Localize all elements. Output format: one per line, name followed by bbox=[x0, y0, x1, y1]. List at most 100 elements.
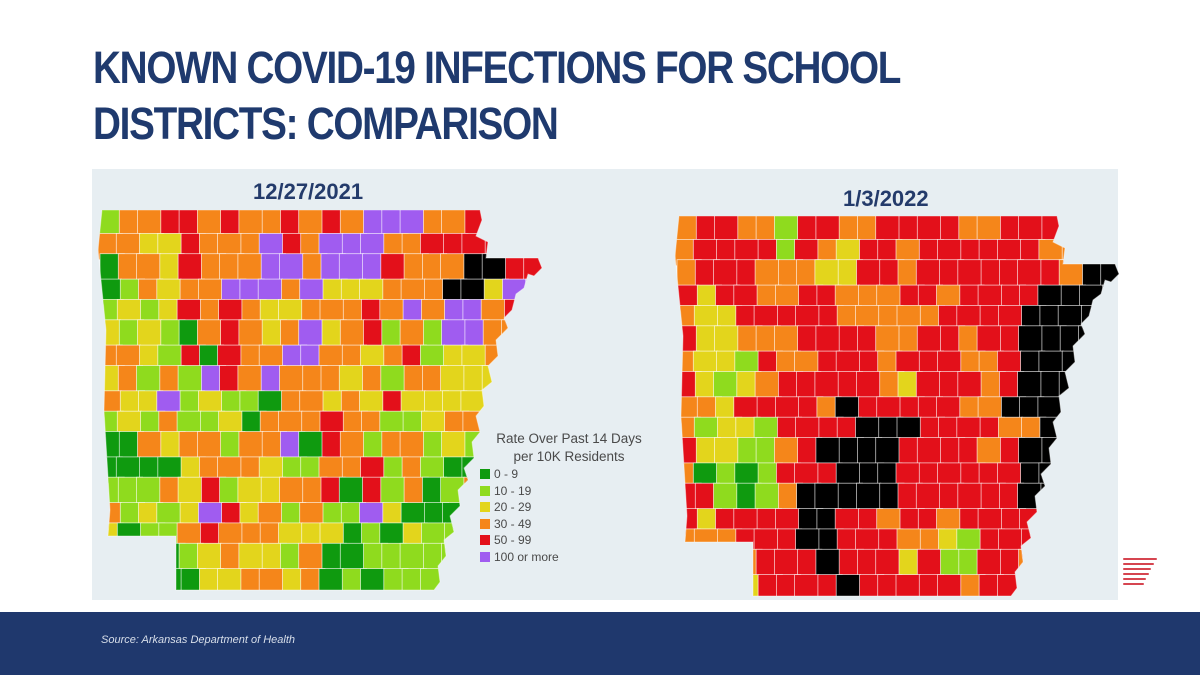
school-district-region bbox=[177, 476, 203, 505]
school-district-region bbox=[875, 325, 901, 353]
school-district-region bbox=[1079, 508, 1105, 536]
school-district-region bbox=[957, 259, 983, 287]
school-district-region bbox=[338, 253, 365, 281]
school-district-region bbox=[1017, 371, 1043, 399]
school-district-region bbox=[856, 371, 882, 399]
school-district-region bbox=[1078, 325, 1104, 353]
school-district-region bbox=[482, 210, 508, 235]
school-district-region bbox=[504, 299, 530, 327]
school-district-region bbox=[279, 253, 305, 281]
legend-label: 30 - 49 bbox=[494, 516, 532, 531]
slide-title-line-1: KNOWN COVID-19 INFECTIONS FOR SCHOOL bbox=[93, 42, 901, 93]
school-district-region bbox=[976, 216, 1002, 241]
school-district-region bbox=[916, 325, 943, 353]
school-district-region bbox=[238, 319, 264, 347]
school-district-region bbox=[713, 482, 739, 511]
school-district-region bbox=[441, 319, 467, 347]
school-district-region bbox=[98, 542, 121, 571]
school-district-region bbox=[380, 253, 406, 281]
school-district-region bbox=[675, 574, 700, 596]
school-district-region bbox=[815, 216, 841, 241]
school-district-region bbox=[915, 371, 942, 399]
school-district-region bbox=[1078, 548, 1104, 577]
school-district-region bbox=[714, 437, 740, 465]
school-district-region bbox=[338, 365, 365, 393]
school-district-region bbox=[915, 482, 942, 511]
school-district-region bbox=[237, 365, 263, 393]
school-district-region bbox=[1017, 482, 1043, 511]
school-district-region bbox=[1059, 216, 1085, 241]
school-district-region bbox=[1101, 548, 1119, 577]
school-district-region bbox=[695, 548, 721, 577]
school-district-region bbox=[714, 325, 740, 353]
school-district-region bbox=[441, 210, 467, 235]
school-district-region bbox=[1099, 305, 1119, 333]
legend-title-line-2: per 10K Residents bbox=[513, 449, 625, 464]
school-district-region bbox=[754, 371, 780, 399]
school-district-region bbox=[957, 482, 983, 511]
school-district-region bbox=[177, 253, 203, 281]
school-district-region bbox=[1041, 548, 1067, 577]
footer-bar: Source: Arkansas Department of Health bbox=[0, 612, 1200, 675]
school-district-region bbox=[1018, 437, 1044, 465]
school-district-region bbox=[1102, 284, 1119, 312]
school-district-region bbox=[1078, 437, 1104, 465]
school-district-region bbox=[115, 568, 141, 590]
school-district-region bbox=[238, 431, 264, 459]
legend-item: 30 - 49 bbox=[480, 516, 668, 533]
school-district-region bbox=[98, 319, 121, 347]
school-district-region bbox=[136, 365, 162, 393]
school-district-region bbox=[1098, 574, 1119, 596]
school-district-region bbox=[136, 253, 162, 281]
school-district-region bbox=[754, 259, 780, 287]
school-district-region bbox=[716, 574, 742, 596]
school-district-region bbox=[754, 482, 780, 511]
school-district-region bbox=[399, 210, 425, 235]
school-district-region bbox=[815, 325, 841, 353]
school-district-region bbox=[1102, 508, 1119, 536]
school-district-region bbox=[1099, 416, 1119, 444]
school-district-region bbox=[137, 319, 163, 347]
school-district-region bbox=[1078, 216, 1104, 241]
school-district-region bbox=[298, 431, 324, 459]
slide-title: KNOWN COVID-19 INFECTIONS FOR SCHOOL DIS… bbox=[93, 40, 953, 152]
school-district-region bbox=[440, 253, 466, 281]
legend-item: 10 - 19 bbox=[480, 483, 668, 500]
school-district-region bbox=[856, 259, 882, 287]
map-legend: Rate Over Past 14 Days per 10K Residents… bbox=[478, 430, 668, 565]
school-district-region bbox=[525, 278, 542, 306]
legend-swatch-icon bbox=[480, 535, 490, 546]
school-district-region bbox=[916, 437, 943, 465]
school-district-region bbox=[339, 319, 366, 347]
school-district-region bbox=[976, 437, 1002, 465]
school-district-region bbox=[1061, 574, 1087, 596]
school-district-region bbox=[1018, 325, 1044, 353]
school-district-region bbox=[139, 568, 165, 590]
school-district-region bbox=[1102, 396, 1119, 424]
school-district-region bbox=[916, 216, 943, 241]
school-district-region bbox=[774, 325, 800, 353]
school-district-region bbox=[238, 210, 264, 235]
school-district-region bbox=[815, 548, 841, 577]
legend-swatch-icon bbox=[480, 485, 490, 496]
school-district-region bbox=[692, 574, 718, 596]
school-district-region bbox=[503, 344, 529, 372]
map-date-left: 12/27/2021 bbox=[253, 179, 364, 204]
school-district-region bbox=[675, 548, 698, 577]
school-district-region bbox=[503, 232, 529, 261]
legend-item: 100 or more bbox=[480, 549, 668, 566]
school-district-region bbox=[1101, 325, 1119, 353]
school-district-region bbox=[875, 548, 901, 577]
school-district-region bbox=[298, 319, 324, 347]
legend-item: 50 - 99 bbox=[480, 532, 668, 549]
school-district-region bbox=[1058, 482, 1084, 511]
legend-swatch-icon bbox=[480, 469, 490, 480]
school-district-region bbox=[714, 216, 740, 241]
legend-label: 100 or more bbox=[494, 549, 559, 564]
school-district-region bbox=[339, 542, 366, 571]
school-district-region bbox=[675, 325, 698, 353]
school-district-region bbox=[1082, 482, 1108, 511]
school-district-region bbox=[1060, 508, 1086, 536]
legend-swatch-icon bbox=[480, 551, 490, 562]
school-district-region bbox=[237, 253, 263, 281]
